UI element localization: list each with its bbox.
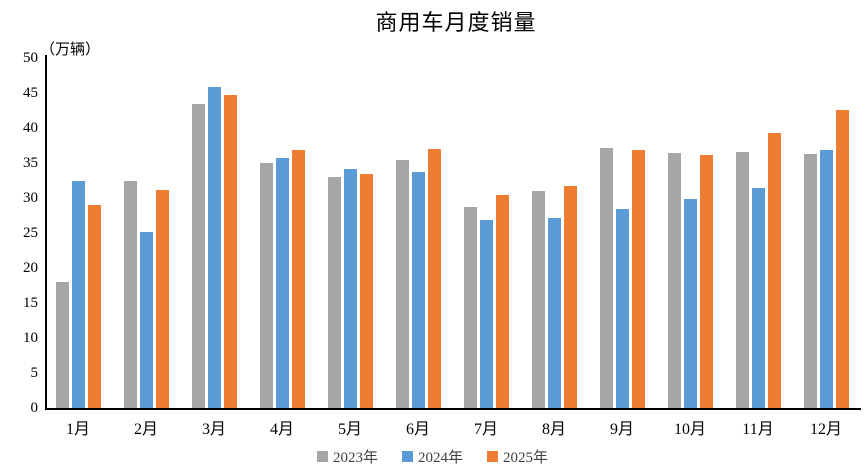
bar-2025年-3月 xyxy=(223,95,237,408)
legend-item-2024年: 2024年 xyxy=(401,446,463,467)
bar-2024年-5月 xyxy=(343,168,357,408)
legend-swatch-icon xyxy=(401,451,413,462)
bar-2025年-4月 xyxy=(291,150,305,408)
x-axis-label-11月: 11月 xyxy=(742,421,774,438)
bar-2025年-9月 xyxy=(631,150,645,408)
legend-label: 2025年 xyxy=(503,450,549,466)
y-tick-label: 15 xyxy=(23,295,38,311)
x-axis-label-2月: 2月 xyxy=(133,421,158,438)
x-axis-label-9月: 9月 xyxy=(609,421,634,438)
x-axis-label-3月: 3月 xyxy=(201,421,226,438)
x-axis-label-12月: 12月 xyxy=(809,421,842,438)
y-tick-label: 20 xyxy=(23,260,38,276)
bar-2024年-8月 xyxy=(547,217,561,408)
bar-2024年-4月 xyxy=(275,158,289,408)
bar-2023年-1月 xyxy=(55,282,69,408)
y-tick-label: 45 xyxy=(23,85,38,101)
bar-2025年-7月 xyxy=(495,194,509,408)
bar-2024年-2月 xyxy=(139,231,153,408)
x-axis-line xyxy=(45,408,861,410)
legend-item-2025年: 2025年 xyxy=(487,446,548,467)
y-tick-label: 25 xyxy=(23,225,38,241)
bar-2025年-6月 xyxy=(427,149,441,408)
bar-2023年-4月 xyxy=(259,163,273,408)
bar-2025年-5月 xyxy=(359,173,373,408)
x-axis-label-4月: 4月 xyxy=(269,421,294,438)
x-axis-label-7月: 7月 xyxy=(473,421,498,438)
bar-2024年-3月 xyxy=(207,86,221,408)
y-tick-label: 30 xyxy=(23,190,38,206)
bar-2023年-11月 xyxy=(735,151,749,408)
legend: 2023年 2024年 2025年 xyxy=(0,446,865,467)
y-axis-line xyxy=(45,55,47,410)
bar-2025年-10月 xyxy=(699,155,713,408)
y-tick-label: 5 xyxy=(30,365,39,381)
y-axis-unit-label: （万辆） xyxy=(40,42,101,58)
bar-2024年-7月 xyxy=(479,220,493,408)
bar-2025年-8月 xyxy=(563,186,577,408)
bar-2023年-8月 xyxy=(531,191,545,408)
bar-2023年-6月 xyxy=(395,159,409,408)
x-axis-label-1月: 1月 xyxy=(65,421,90,438)
bar-2023年-3月 xyxy=(191,103,205,408)
y-tick-label: 40 xyxy=(23,120,38,136)
x-axis-label-10月: 10月 xyxy=(673,421,706,438)
y-tick-label: 0 xyxy=(30,400,39,416)
bar-2024年-10月 xyxy=(683,199,697,408)
bar-2023年-5月 xyxy=(327,177,341,408)
y-tick-label: 10 xyxy=(23,330,38,346)
bar-2025年-2月 xyxy=(155,189,169,408)
x-axis-label-5月: 5月 xyxy=(337,421,362,438)
bar-2023年-7月 xyxy=(463,207,477,408)
bar-2025年-12月 xyxy=(835,109,849,408)
bar-2023年-12月 xyxy=(803,153,817,408)
legend-item-2023年: 2023年 xyxy=(316,446,378,467)
bar-2024年-1月 xyxy=(71,180,85,408)
bar-2025年-1月 xyxy=(87,205,101,408)
bar-2024年-6月 xyxy=(411,172,425,408)
y-tick-label: 50 xyxy=(23,50,38,66)
x-axis-label-8月: 8月 xyxy=(541,421,566,438)
legend-label: 2023年 xyxy=(332,450,378,466)
legend-label: 2024年 xyxy=(417,450,463,466)
bar-2024年-12月 xyxy=(819,149,833,408)
bar-2023年-2月 xyxy=(123,181,137,408)
legend-swatch-icon xyxy=(316,451,328,462)
x-axis-label-6月: 6月 xyxy=(405,421,430,438)
bar-2024年-11月 xyxy=(751,187,765,408)
chart-title: 商用车月度销量 xyxy=(375,10,537,35)
bar-2023年-9月 xyxy=(599,147,613,408)
legend-swatch-icon xyxy=(487,451,498,462)
bar-2025年-11月 xyxy=(767,132,781,408)
y-tick-label: 35 xyxy=(23,155,38,171)
bar-2024年-9月 xyxy=(615,209,629,408)
bar-2023年-10月 xyxy=(667,152,681,408)
